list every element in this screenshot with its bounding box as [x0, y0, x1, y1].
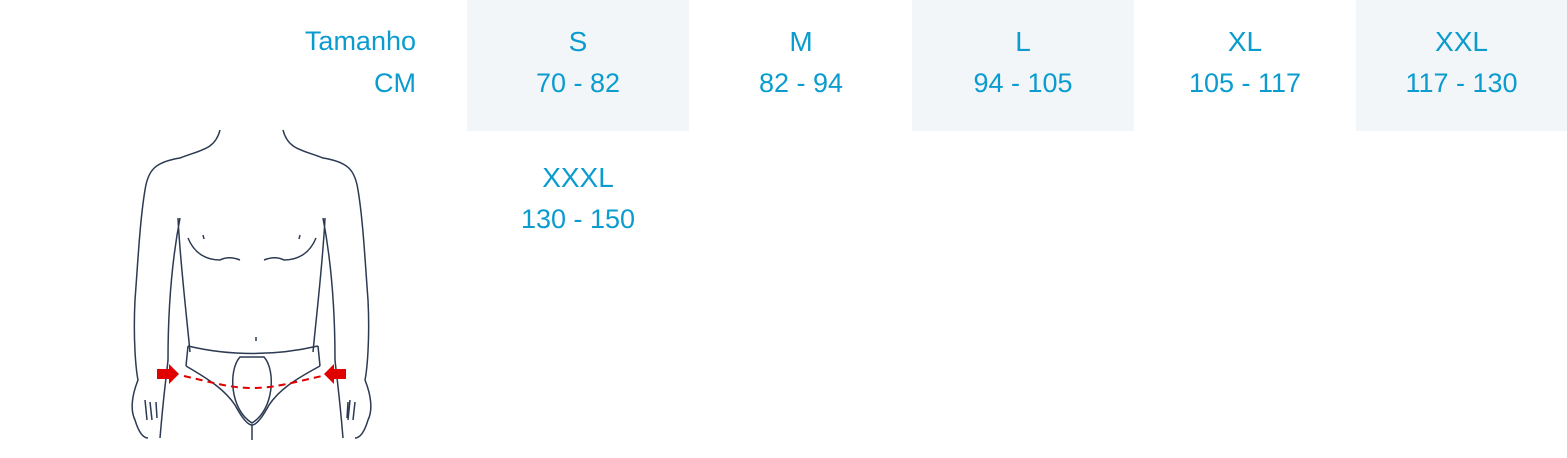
size-range: 105 - 117 — [1188, 68, 1302, 98]
size-range: 70 - 82 — [535, 68, 621, 98]
unit-label: CM — [374, 68, 416, 98]
size-name: S — [568, 26, 588, 57]
size-range: 117 - 130 — [1405, 68, 1518, 98]
size-name: XL — [1227, 26, 1263, 57]
size-cell-l: L 94 - 105 — [912, 0, 1134, 131]
body-hip-measurement-illustration-icon — [131, 129, 372, 440]
size-range: 94 - 105 — [973, 68, 1073, 98]
size-cell-xl: XL 105 - 117 — [1134, 0, 1356, 131]
size-cell-xxl: XXL 117 - 130 — [1356, 0, 1567, 131]
size-cell-xxxl: XXXL 130 - 150 — [467, 136, 689, 267]
size-name: XXXL — [542, 162, 614, 193]
size-name: M — [789, 26, 813, 57]
size-label: Tamanho — [304, 26, 416, 56]
size-name: XXL — [1435, 26, 1488, 57]
size-range: 82 - 94 — [758, 68, 844, 98]
size-cell-s: S 70 - 82 — [467, 0, 689, 131]
size-cell-m: M 82 - 94 — [690, 0, 912, 131]
size-name: L — [1015, 26, 1031, 57]
size-range: 130 - 150 — [520, 204, 636, 234]
